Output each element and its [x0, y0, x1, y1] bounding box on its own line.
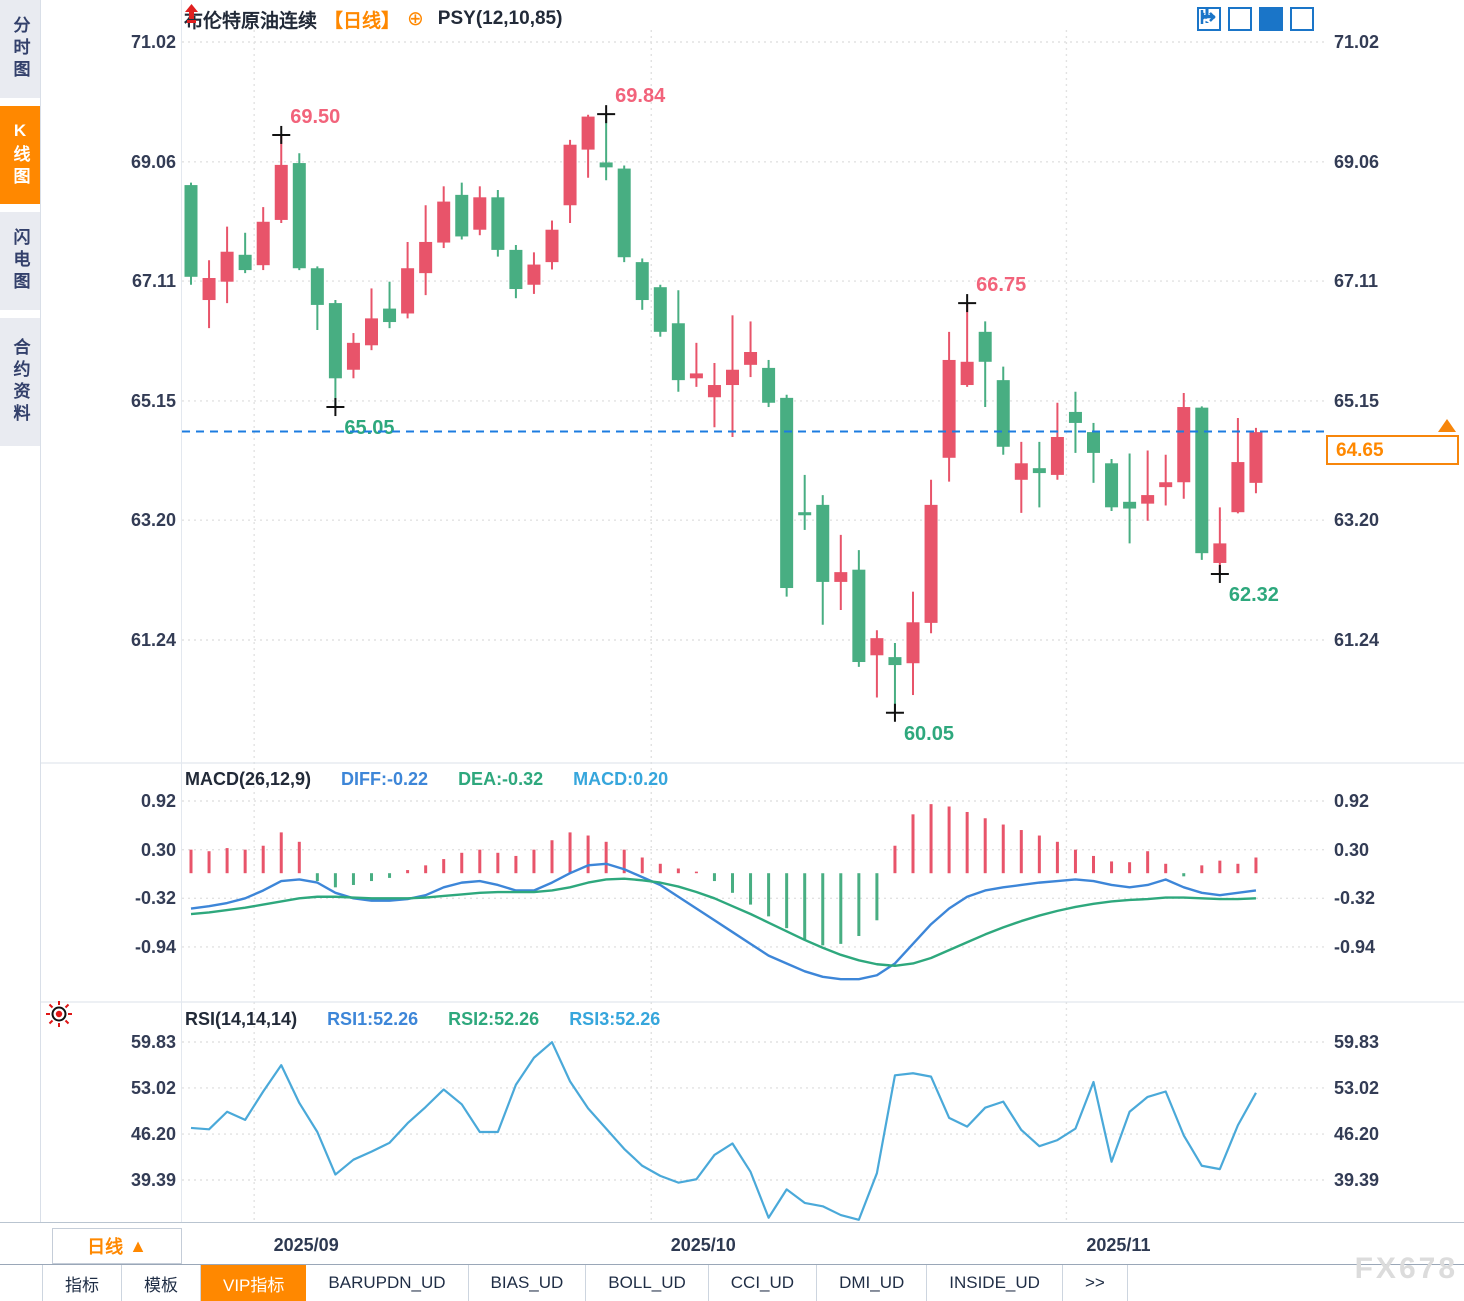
- rsi-axis-label-left: 46.20: [130, 1124, 176, 1145]
- sidebar-item-闪电图[interactable]: 闪电图: [0, 212, 40, 310]
- macd-axis-label-left: 0.92: [140, 790, 176, 811]
- price-axis-label-right: 69.06: [1334, 151, 1380, 172]
- marker-label-66.75: 66.75: [976, 274, 1026, 296]
- symbol-title: 布伦特原油连续: [184, 10, 318, 32]
- rsi-axis-label-right: 39.39: [1334, 1170, 1380, 1190]
- macd-title: MACD(26,12,9): [185, 768, 312, 789]
- tab-CCI_UD[interactable]: CCI_UD: [709, 1265, 818, 1301]
- tab-INSIDE_UD[interactable]: INSIDE_UD: [927, 1265, 1063, 1301]
- rsi2-value: RSI2:52.26: [448, 1008, 540, 1029]
- rsi-title: RSI(14,14,14): [185, 1008, 298, 1029]
- rsi1-value: RSI1:52.26: [327, 1008, 419, 1029]
- period-selector-label: 日线: [87, 1237, 124, 1257]
- macd-hist-value: MACD:0.20: [573, 768, 669, 789]
- pan-right-icon[interactable]: [1200, 7, 1314, 31]
- gridlines: [182, 30, 1325, 1230]
- watermark: FX678: [1354, 1252, 1458, 1285]
- marker-label-69.84: 69.84: [615, 85, 666, 107]
- macd-axis-label-left: -0.32: [134, 888, 176, 909]
- macd-axis-label-right: 0.30: [1334, 839, 1370, 860]
- price-axis-label-right: 67.11: [1334, 271, 1379, 292]
- tab->>[interactable]: >>: [1063, 1265, 1128, 1301]
- extreme-markers: 69.50 69.84 66.75 65.05 60.05 62.32: [272, 85, 1279, 745]
- current-price-value: 64.65: [1336, 440, 1384, 461]
- macd-header: MACD(26,12,9) DIFF:-0.22 DEA:-0.32 MACD:…: [185, 766, 668, 792]
- macd-axis-label-left: 0.30: [140, 839, 176, 860]
- current-price-box: 64.65: [1326, 435, 1459, 465]
- dropdown-arrow-icon: ▲: [129, 1235, 147, 1256]
- tab-BIAS_UD[interactable]: BIAS_UD: [469, 1265, 587, 1301]
- indicator-tabbar: 指标 模板 VIP指标 BARUPDN_UD BIAS_UD BOLL_UD CCI_UD D…: [0, 1264, 1464, 1301]
- month-label-2025/10: 2025/10: [670, 1235, 736, 1255]
- view-mode-sidebar: 分时图 K线图闪电图合约资料: [0, 0, 41, 1222]
- chart-header: 布伦特原油连续 【日线】 ⊕ PSY(12,10,85): [184, 4, 562, 34]
- macd-axis-label-right: -0.32: [1334, 888, 1376, 909]
- tab-BOLL_UD[interactable]: BOLL_UD: [586, 1265, 709, 1301]
- price-axis-label-left: 69.06: [130, 151, 176, 172]
- overlay-indicator-label: PSY(12,10,85): [437, 8, 563, 29]
- rsi-axis-label-right: 59.83: [1334, 1032, 1380, 1052]
- marker-label-60.05: 60.05: [904, 723, 954, 745]
- marker-label-69.50: 69.50: [290, 106, 340, 128]
- time-axis-band: [0, 1222, 1464, 1265]
- price-axis-label-left: 65.15: [130, 390, 176, 411]
- tab-VIP指标[interactable]: VIP指标: [201, 1265, 307, 1301]
- crosshair-move-icon[interactable]: [1197, 7, 1221, 31]
- rsi-axis-label-left: 59.83: [130, 1032, 176, 1052]
- macd-axis-label-left: -0.94: [134, 936, 176, 957]
- axis-scale-icon[interactable]: [1199, 7, 1283, 31]
- price-axis-label-right: 71.02: [1334, 32, 1380, 52]
- tab-BARUPDN_UD[interactable]: BARUPDN_UD: [306, 1265, 469, 1301]
- rsi-axis-label-left: 39.39: [130, 1170, 176, 1190]
- macd-diff-value: DIFF:-0.22: [341, 768, 429, 789]
- macd-axis-label-right: -0.94: [1334, 936, 1376, 957]
- price-axis-label-left: 63.20: [130, 510, 176, 531]
- price-axis-label-left: 71.02: [130, 32, 176, 52]
- marker-label-62.32: 62.32: [1229, 584, 1279, 606]
- macd-axis-label-right: 0.92: [1334, 790, 1370, 811]
- circle-plus-icon[interactable]: ⊕: [407, 8, 424, 30]
- rsi3-value: RSI3:52.26: [569, 1008, 661, 1029]
- price-axis-label-left: 67.11: [131, 271, 176, 292]
- macd-panel: [189, 804, 1258, 981]
- rsi-header: RSI(14,14,14) RSI1:52.26 RSI2:52.26 RSI3…: [185, 1006, 660, 1032]
- panel-separators: [41, 0, 1464, 1263]
- sidebar-item-合约资料[interactable]: 合约资料: [0, 318, 40, 446]
- price-axis-label-right: 61.24: [1334, 630, 1380, 650]
- tab-DMI_UD[interactable]: DMI_UD: [817, 1265, 928, 1301]
- price-axis-label-right: 65.15: [1334, 390, 1380, 411]
- tab-模板[interactable]: 模板: [122, 1265, 201, 1301]
- period-selector[interactable]: 日线 ▲: [52, 1228, 182, 1264]
- rsi-axis-label-right: 46.20: [1334, 1124, 1380, 1145]
- price-up-triangle-icon: [1438, 419, 1456, 432]
- rsi-panel: [190, 1041, 1257, 1221]
- macd-dea-value: DEA:-0.32: [458, 768, 544, 789]
- month-label-2025/09: 2025/09: [273, 1235, 339, 1255]
- month-label-2025/11: 2025/11: [1086, 1235, 1151, 1255]
- rsi-axis-label-left: 53.02: [130, 1077, 176, 1098]
- sidebar-item-分时图[interactable]: 分时图: [0, 0, 40, 98]
- marker-label-65.05: 65.05: [344, 417, 394, 439]
- axis-range-icon[interactable]: [1199, 7, 1252, 31]
- price-axis-label-right: 63.20: [1334, 510, 1380, 531]
- tab-指标[interactable]: 指标: [42, 1265, 122, 1301]
- chart-toolbar: [1197, 7, 1314, 31]
- sidebar-item-K线图[interactable]: K线图: [0, 106, 40, 204]
- price-axis-label-left: 61.24: [130, 630, 176, 650]
- period-tag: 【日线】: [324, 10, 401, 32]
- rsi-axis-label-right: 53.02: [1334, 1077, 1380, 1098]
- candlestick-series: [184, 114, 1263, 713]
